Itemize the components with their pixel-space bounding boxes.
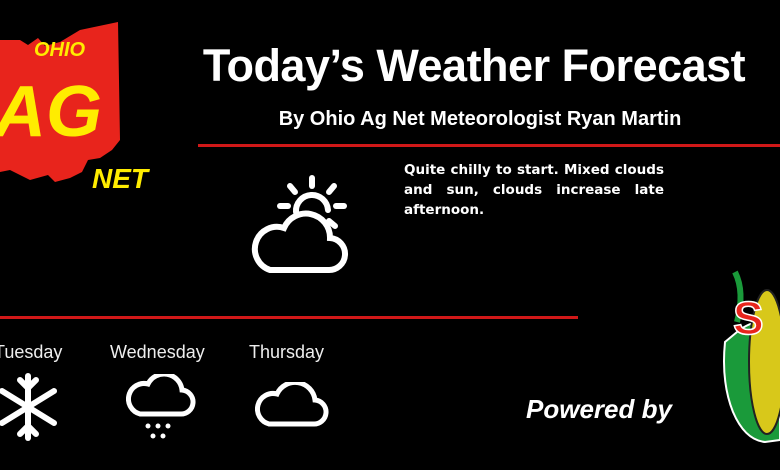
- snowflake-icon: [0, 373, 57, 441]
- page-subtitle: By Ohio Ag Net Meteorologist Ryan Martin: [278, 108, 682, 130]
- day-label-tuesday: Tuesday: [0, 342, 63, 362]
- ohio-ag-net-logo: OHIO AG NET: [0, 22, 151, 194]
- partly-cloudy-icon: [251, 175, 348, 274]
- day-label-thursday: Thursday: [249, 342, 325, 362]
- svg-text:AG: AG: [0, 72, 102, 152]
- powered-by-label: Powered by: [526, 394, 672, 424]
- section-divider: [0, 316, 578, 319]
- header-divider: [198, 144, 780, 147]
- cloud-snow-icon: [126, 374, 196, 439]
- cloud-icon: [255, 382, 329, 427]
- svg-text:OHIO: OHIO: [34, 39, 86, 61]
- forecast-summary: Quite chilly to start. Mixed clouds and …: [404, 162, 664, 218]
- page-title: Today’s Weather Forecast: [202, 40, 746, 91]
- sponsor-logo-letter: S: [733, 292, 764, 344]
- day-label-wednesday: Wednesday: [110, 342, 205, 362]
- sponsor-corn-logo[interactable]: S: [715, 262, 780, 447]
- svg-text:NET: NET: [92, 163, 151, 194]
